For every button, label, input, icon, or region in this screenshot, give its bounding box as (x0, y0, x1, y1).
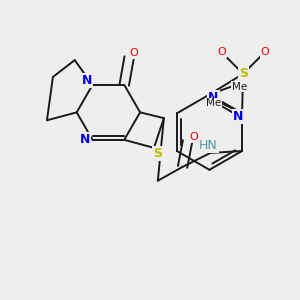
Text: Me: Me (206, 98, 221, 108)
Text: O: O (261, 47, 269, 57)
Text: HN: HN (199, 139, 218, 152)
Text: S: S (153, 147, 162, 160)
Text: Me: Me (232, 82, 247, 92)
Text: N: N (80, 133, 90, 146)
Text: S: S (238, 67, 247, 80)
Text: N: N (208, 91, 219, 104)
Text: N: N (233, 110, 243, 123)
Text: O: O (217, 47, 226, 57)
Text: O: O (130, 48, 139, 58)
Text: N: N (81, 74, 92, 87)
Text: O: O (189, 132, 198, 142)
